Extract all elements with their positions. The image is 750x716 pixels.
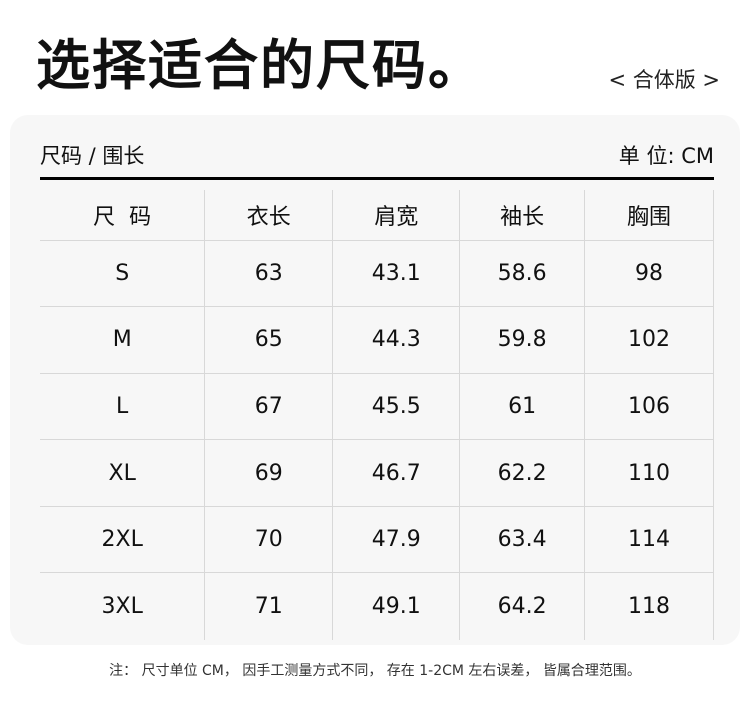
- table-cell: M: [40, 306, 206, 374]
- table-row: L 67 45.5 61 106: [40, 373, 714, 441]
- table-cell: 58.6: [459, 240, 586, 308]
- table-cell: 106: [584, 373, 714, 441]
- table-cell: 47.9: [332, 506, 461, 574]
- table-cell: 71: [204, 572, 334, 640]
- table-cell: 43.1: [332, 240, 461, 308]
- table-cell: 102: [584, 306, 714, 374]
- table-cell: 2XL: [40, 506, 206, 574]
- table-row: M 65 44.3 59.8 102: [40, 306, 714, 374]
- column-header: 衣长: [204, 190, 334, 241]
- table-cell: XL: [40, 439, 206, 507]
- column-header: 胸围: [584, 190, 714, 241]
- column-header: 肩宽: [332, 190, 461, 241]
- table-cell: 118: [584, 572, 714, 640]
- table-cell: 44.3: [332, 306, 461, 374]
- table-cell: 65: [204, 306, 334, 374]
- size-table: 尺 码衣长 肩宽 袖长 胸围 S 63 43.1 58.6 98 M 65 44.3 59.8 102 L…: [40, 190, 714, 640]
- table-row: 2XL 70 47.9 63.4 114: [40, 506, 714, 574]
- table-cell: 67: [204, 373, 334, 441]
- table-cell: 45.5: [332, 373, 461, 441]
- fit-type-label: < 合体版 >: [608, 68, 720, 92]
- table-cell: 98: [584, 240, 714, 308]
- table-row: XL 69 46.7 62.2 110: [40, 439, 714, 507]
- table-cell: 63.4: [459, 506, 586, 574]
- table-cell: 61: [459, 373, 586, 441]
- table-cell: L: [40, 373, 206, 441]
- table-cell: 69: [204, 439, 334, 507]
- column-header: 袖长: [459, 190, 586, 241]
- table-row: S 63 43.1 58.6 98: [40, 240, 714, 308]
- table-label: 尺码 / 围长: [40, 144, 145, 168]
- table-cell: S: [40, 240, 206, 308]
- footnote: 注： 尺寸单位 CM， 因手工测量方式不同， 存在 1-2CM 左右误差， 皆属…: [109, 663, 641, 679]
- table-cell: 3XL: [40, 572, 206, 640]
- table-cell: 63: [204, 240, 334, 308]
- table-cell: 59.8: [459, 306, 586, 374]
- table-cell: 62.2: [459, 439, 586, 507]
- table-cell: 110: [584, 439, 714, 507]
- table-cell: 46.7: [332, 439, 461, 507]
- table-caption: 尺码 / 围长 单 位: CM: [40, 140, 714, 180]
- table-cell: 64.2: [459, 572, 586, 640]
- table-cell: 49.1: [332, 572, 461, 640]
- table-cell: 70: [204, 506, 334, 574]
- table-row: 3XL 71 49.1 64.2 118: [40, 572, 714, 640]
- page-title: 选择适合的尺码。: [36, 34, 484, 97]
- unit-label: 单 位: CM: [618, 144, 714, 168]
- table-cell: 114: [584, 506, 714, 574]
- column-header: 尺 码: [40, 190, 206, 241]
